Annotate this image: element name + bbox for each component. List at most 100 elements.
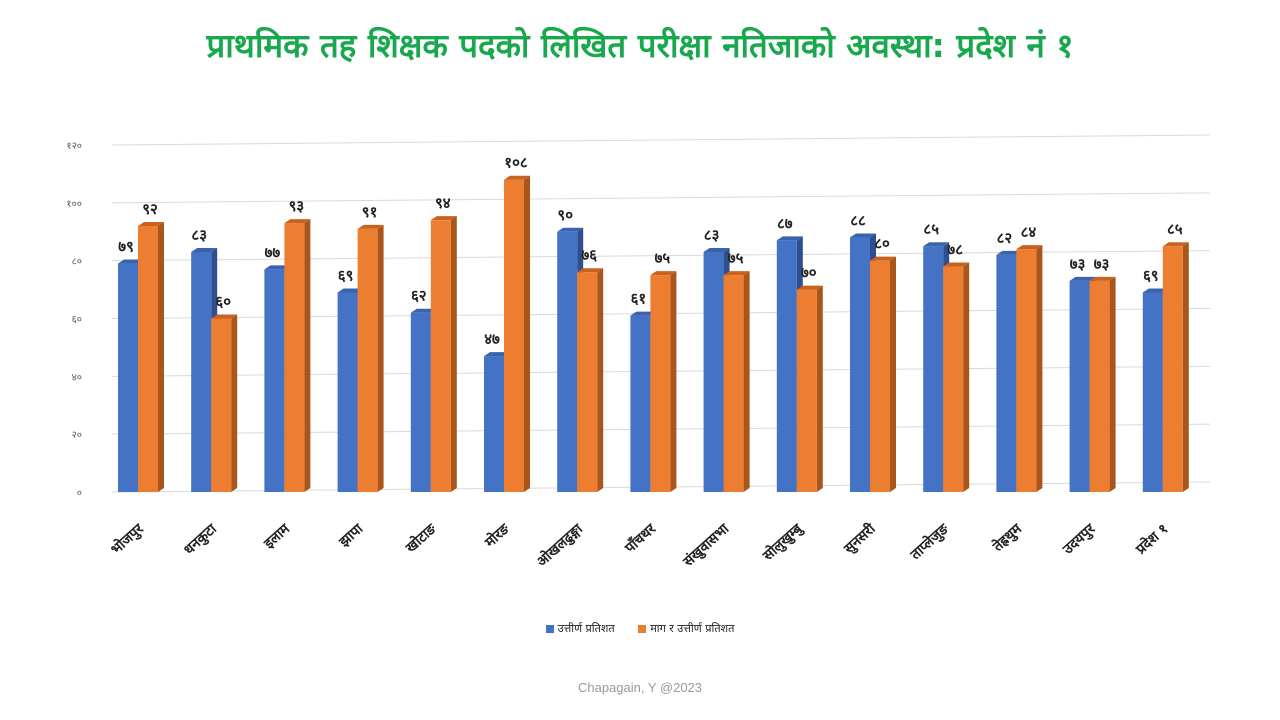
bar-top [118,259,144,264]
bar-top [484,352,510,357]
bar [703,251,724,492]
bar-side [890,256,896,492]
bar-top [1069,276,1096,281]
bar [284,223,305,492]
bar [996,254,1017,492]
data-label: ७३ [1094,255,1110,273]
data-label: ७० [801,264,817,282]
data-label: ८३ [191,226,207,244]
bar-top [430,216,457,221]
data-label: ८८ [850,212,866,230]
x-tick-label: ओखलढुङ्गा [533,519,587,571]
bar [484,356,504,492]
x-tick-label: भोजपुर [107,519,148,558]
legend-item-pass: उत्तीर्ण प्रतिशत [545,621,615,636]
bar [118,263,138,492]
bar-top [337,288,364,293]
bar-top [703,247,730,252]
x-tick-label: धनकुटा [181,520,221,559]
data-label: ६० [215,293,231,311]
y-tick-label: १०० [66,199,82,210]
bar [557,231,578,492]
bar-side [231,314,238,492]
bar [504,179,524,492]
bar-top [996,250,1023,255]
bar-side [597,268,604,492]
x-tick-label: प्रदेश १ [1132,520,1172,558]
legend-item-demand: माग र उत्तीर्ण प्रतिशत [638,621,734,636]
x-tick-label: सोलुखुम्बु [759,520,807,566]
bar-side [524,175,530,492]
bar [723,275,744,492]
bar-top [923,242,950,247]
x-tick-label: झापा [336,520,368,551]
data-label: ७८ [947,240,963,258]
bar [357,228,378,492]
bar [138,225,158,492]
legend-swatch-pass [545,624,554,633]
data-label: ९४ [435,194,451,212]
data-label: ९० [557,206,573,224]
data-label: ७३ [1070,255,1086,273]
bar [776,240,797,492]
bar-top [1142,288,1169,293]
data-label: ६९ [338,266,354,284]
bar-top [357,224,384,229]
data-label: ८२ [997,229,1013,247]
bar-side [377,224,384,492]
legend-label-pass: उत्तीर्ण प्रतिशत [557,622,615,635]
y-tick-label: ४० [72,372,82,383]
bar-side [158,221,164,492]
x-tick-label: पाँचथर [621,519,660,557]
bar [430,220,451,492]
bar [943,266,964,492]
bar [850,237,870,492]
bar-top [723,271,750,276]
bar-side [450,216,457,492]
bar-chart: ० २० ४० ६० ८० १०० १२० ७९ ९२ भोजपुर ८३ ६० धनकुटा ७७ ९३ इ… [66,134,1211,571]
data-label: ८७ [777,214,793,232]
bar [1089,280,1110,492]
bar-side [816,285,823,492]
bar-top [504,175,530,180]
bar-side [304,219,311,492]
bar-top [1016,245,1043,250]
bar-side [1182,242,1189,492]
y-tick-label: २० [72,430,82,441]
y-tick-label: ८० [72,257,82,268]
bar-top [211,314,238,319]
x-tick-label: ताप्लेजुङ [906,520,953,565]
y-tick-label: ० [77,488,82,499]
bar-side [1109,276,1116,492]
bar-top [264,265,291,270]
x-tick-label: सुनसरी [840,519,881,558]
bar-top [557,227,584,232]
data-label: ७६ [581,246,597,264]
x-tick-label: संखुवासभा [680,520,734,571]
bar-top [577,268,604,273]
data-label: ६२ [411,287,427,305]
gridline [111,192,1211,204]
bar-top [870,256,896,261]
bar-top [650,271,677,276]
data-label: ६१ [631,290,647,308]
bar-side [670,271,677,492]
data-label: ६९ [1143,266,1159,284]
data-label: ८० [874,235,890,253]
data-label: ७५ [655,249,671,267]
bar-side [963,262,970,492]
bar [796,289,817,492]
bar-top [776,236,803,241]
legend-swatch-demand [638,624,647,633]
bar-top [943,262,970,267]
y-tick-label: ६० [72,315,82,326]
footer-credit: Chapagain, Y @2023 [577,680,703,695]
bar [264,269,285,492]
bar [1016,249,1037,492]
bar-top [191,247,218,252]
x-tick-label: इलाम [261,521,294,553]
bar [577,272,598,492]
data-label: ४७ [484,330,500,348]
data-label: ९३ [289,197,305,215]
bar-top [284,219,311,224]
